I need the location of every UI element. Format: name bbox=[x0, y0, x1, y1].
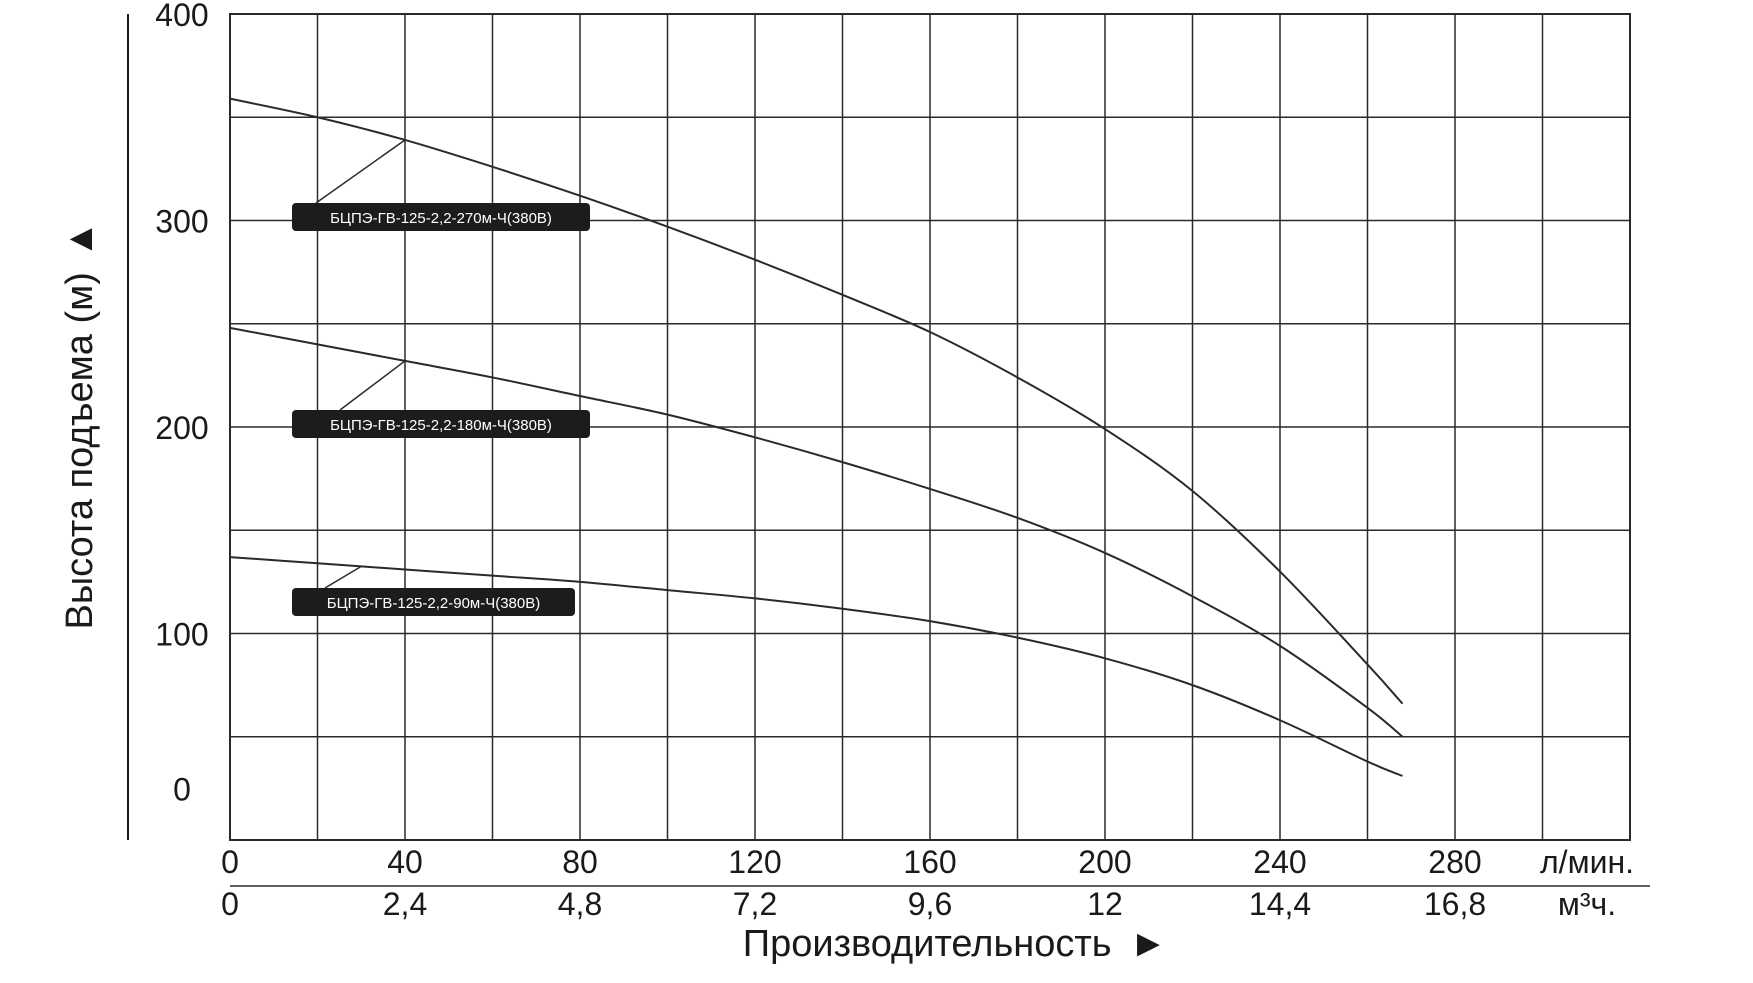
x-tick-label-primary: 200 bbox=[1078, 844, 1131, 880]
x-tick-label-primary: 40 bbox=[387, 844, 423, 880]
series-label-box-1 bbox=[292, 203, 590, 231]
plot-frame bbox=[229, 13, 1631, 841]
x-axis-ticks: 0 40 80 120 160 200 240 280 0 2,4 4,8 7,2 9,6 12 14,4 1… bbox=[221, 844, 1486, 922]
series-label-1: БЦПЭ-ГВ-125-2,2-270м-Ч(380В) bbox=[330, 210, 552, 227]
x-tick-label-secondary: 12 bbox=[1087, 886, 1123, 922]
series-line-2 bbox=[229, 326, 1404, 738]
series-label-box-3 bbox=[292, 588, 575, 616]
y-tick-label: 300 bbox=[155, 204, 208, 240]
x-unit-secondary: м³ч. bbox=[1558, 886, 1616, 922]
series-leader-line-1 bbox=[315, 139, 406, 204]
x-axis-label: Производительность ► bbox=[743, 923, 1167, 965]
y-tick-label: 200 bbox=[155, 410, 208, 446]
x-tick-label-secondary: 2,4 bbox=[383, 886, 427, 922]
series-label-box-2 bbox=[292, 410, 590, 438]
y-tick-label: 400 bbox=[155, 0, 208, 33]
x-tick-label-secondary: 9,6 bbox=[908, 886, 952, 922]
x-unit-primary: л/мин. bbox=[1540, 844, 1634, 880]
x-tick-label-primary: 160 bbox=[903, 844, 956, 880]
x-tick-label-primary: 80 bbox=[562, 844, 598, 880]
x-tick-label-secondary: 16,8 bbox=[1424, 886, 1486, 922]
x-tick-label-secondary: 0 bbox=[221, 886, 239, 922]
y-tick-label: 100 bbox=[155, 617, 208, 653]
x-tick-label-primary: 120 bbox=[728, 844, 781, 880]
series-line-3 bbox=[229, 556, 1403, 777]
series-leader-line-2 bbox=[339, 360, 406, 411]
chart-curve-labels: БЦПЭ-ГВ-125-2,2-270м-Ч(380В) БЦПЭ-ГВ-125-… bbox=[292, 139, 590, 616]
x-tick-label-secondary: 14,4 bbox=[1249, 886, 1311, 922]
series-label-3: БЦПЭ-ГВ-125-2,2-90м-Ч(380В) bbox=[327, 595, 541, 612]
x-tick-label-secondary: 4,8 bbox=[558, 886, 602, 922]
x-tick-label-primary: 280 bbox=[1428, 844, 1481, 880]
series-line-1 bbox=[229, 97, 1404, 705]
x-tick-label-primary: 240 bbox=[1253, 844, 1306, 880]
series-leader-line-3 bbox=[324, 565, 362, 589]
y-axis-ticks: 0 100 200 300 400 bbox=[155, 0, 208, 807]
x-tick-label-secondary: 7,2 bbox=[733, 886, 777, 922]
chart-grid bbox=[229, 13, 1650, 887]
y-axis-label: Высота подъема (м)▲ bbox=[59, 220, 101, 629]
y-tick-label: 0 bbox=[173, 771, 191, 807]
chart-curves bbox=[229, 97, 1404, 777]
x-tick-label-primary: 0 bbox=[221, 844, 239, 880]
series-label-2: БЦПЭ-ГВ-125-2,2-180м-Ч(380В) bbox=[330, 417, 552, 434]
